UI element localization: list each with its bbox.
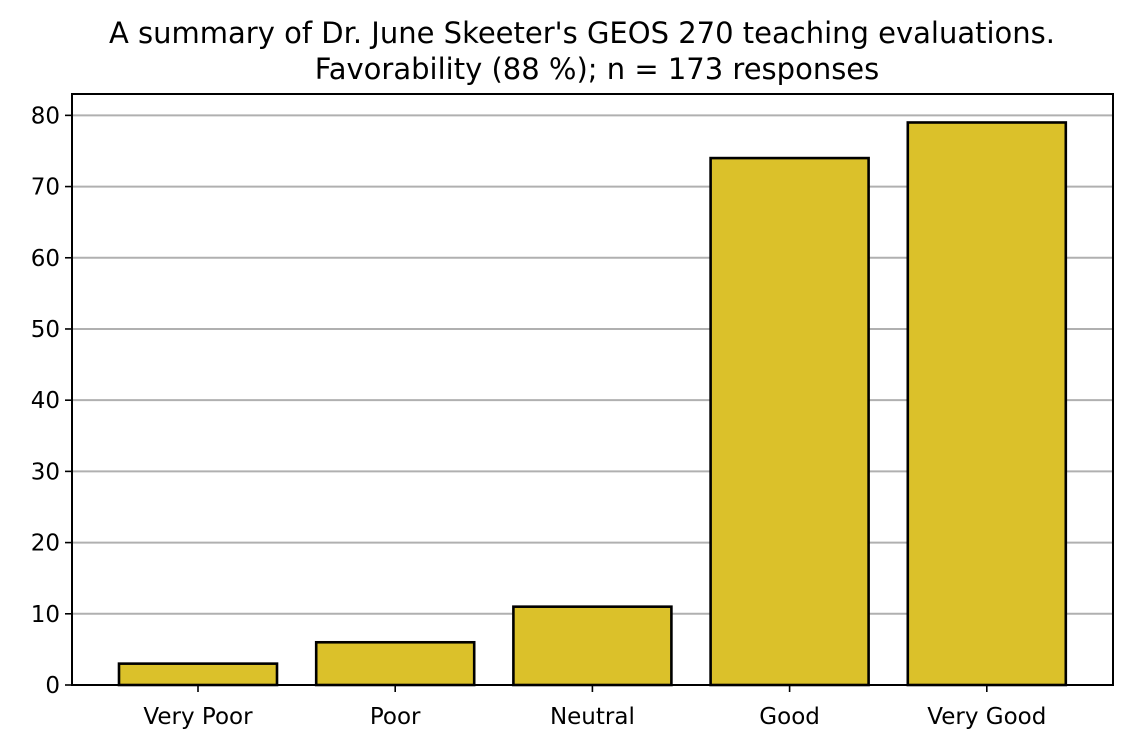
chart-subtitle: Favorability (88 %); n = 173 responses xyxy=(315,52,880,86)
y-tick-label: 30 xyxy=(31,459,60,485)
y-tick-label: 60 xyxy=(31,246,60,272)
y-tick-label: 40 xyxy=(31,388,60,414)
x-axis: Very Poor Poor Neutral Good Very Good xyxy=(143,685,1046,730)
bar-very-good xyxy=(906,121,1068,687)
y-tick-label: 10 xyxy=(31,602,60,628)
x-tick-label: Very Poor xyxy=(143,704,253,730)
bar-good xyxy=(709,156,870,687)
x-tick-label: Poor xyxy=(370,704,421,730)
y-tick-label: 20 xyxy=(31,531,60,557)
y-tick-label: 80 xyxy=(31,103,60,129)
x-tick-label: Very Good xyxy=(927,704,1046,730)
y-tick-label: 0 xyxy=(45,673,60,699)
bar-poor xyxy=(314,640,476,687)
y-tick-label: 50 xyxy=(31,317,60,343)
y-axis: 0 10 20 30 40 50 60 70 80 xyxy=(31,103,72,699)
y-tick-label: 70 xyxy=(31,175,60,201)
bar-very-poor xyxy=(117,662,279,687)
bar-neutral xyxy=(512,605,673,687)
x-tick-label: Neutral xyxy=(550,704,635,730)
chart-title: A summary of Dr. June Skeeter's GEOS 270… xyxy=(109,16,1055,50)
x-tick-label: Good xyxy=(759,704,820,730)
bars xyxy=(117,121,1068,687)
grid-lines xyxy=(72,114,1113,615)
